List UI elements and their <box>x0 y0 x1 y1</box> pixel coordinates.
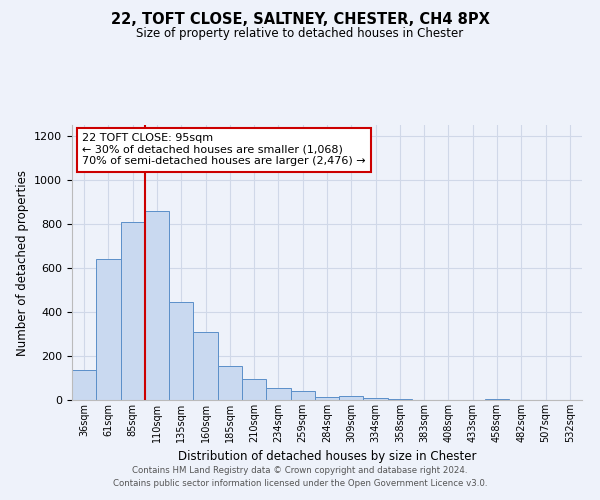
Text: Size of property relative to detached houses in Chester: Size of property relative to detached ho… <box>136 28 464 40</box>
Bar <box>339 396 364 400</box>
Bar <box>242 379 266 400</box>
Bar <box>388 399 412 400</box>
Bar <box>364 398 388 400</box>
Bar <box>169 302 193 400</box>
Text: Contains HM Land Registry data © Crown copyright and database right 2024.
Contai: Contains HM Land Registry data © Crown c… <box>113 466 487 487</box>
Bar <box>218 366 242 400</box>
Bar <box>145 211 169 400</box>
X-axis label: Distribution of detached houses by size in Chester: Distribution of detached houses by size … <box>178 450 476 464</box>
Bar <box>266 388 290 400</box>
Bar <box>290 391 315 400</box>
Y-axis label: Number of detached properties: Number of detached properties <box>16 170 29 356</box>
Text: 22, TOFT CLOSE, SALTNEY, CHESTER, CH4 8PX: 22, TOFT CLOSE, SALTNEY, CHESTER, CH4 8P… <box>110 12 490 28</box>
Text: 22 TOFT CLOSE: 95sqm
← 30% of detached houses are smaller (1,068)
70% of semi-de: 22 TOFT CLOSE: 95sqm ← 30% of detached h… <box>82 133 366 166</box>
Bar <box>96 259 121 400</box>
Bar <box>315 396 339 400</box>
Bar <box>193 332 218 400</box>
Bar <box>121 222 145 400</box>
Bar <box>485 399 509 400</box>
Bar <box>72 370 96 400</box>
